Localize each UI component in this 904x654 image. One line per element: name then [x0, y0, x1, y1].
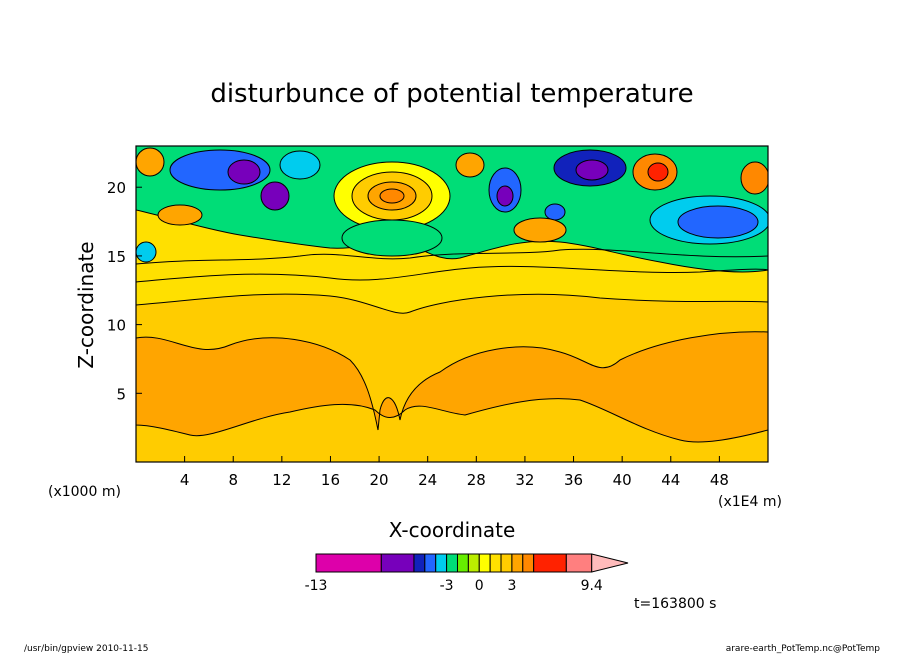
field-band-warmer-low [136, 331, 768, 443]
colorbar-swatch [533, 553, 567, 573]
colorbar-swatch [315, 553, 382, 573]
colorbar-swatch [380, 553, 415, 573]
x-tick-label: 48 [710, 471, 729, 489]
cell-warm-5 [513, 217, 567, 243]
colorbar-swatch [435, 553, 448, 573]
plot-area [136, 146, 768, 462]
x-axis: 4 8 12 16 20 24 28 32 36 40 44 48 [180, 456, 729, 489]
y-axis: 5 10 15 20 [107, 179, 142, 403]
colorbar-label: -3 [440, 578, 454, 594]
x-tick-label: 40 [613, 471, 632, 489]
x-tick-label: 44 [661, 471, 680, 489]
colorbar-label: 3 [507, 578, 516, 594]
x-tick-label: 12 [272, 471, 291, 489]
colorbar-swatch [591, 553, 629, 573]
y-tick-label: 10 [107, 317, 126, 335]
colorbar-label: 9.4 [581, 578, 603, 594]
y-tick-label: 20 [107, 179, 126, 197]
cell-warm-6 [455, 152, 485, 178]
x-tick-label: 8 [228, 471, 238, 489]
time-label: t=163800 s [634, 596, 716, 612]
x-tick-label: 16 [321, 471, 340, 489]
colorbar-swatch [424, 553, 437, 573]
chart-title: disturbunce of potential temperature [210, 79, 693, 109]
colorbar-swatch [500, 553, 513, 573]
colorbar-label: 0 [475, 578, 484, 594]
cell-cold-5-core [575, 159, 609, 181]
x-tick-label: 28 [467, 471, 486, 489]
colorbar-swatch [467, 553, 480, 573]
eddy-warm-core [379, 188, 405, 204]
y-unit-label: (x1000 m) [48, 484, 121, 500]
y-tick-label: 15 [107, 248, 126, 266]
x-axis-label: X-coordinate [389, 518, 516, 542]
x-tick-label: 24 [418, 471, 437, 489]
colorbar-swatch [565, 553, 593, 573]
cell-cold-3 [279, 150, 321, 180]
cell-warm-3 [740, 161, 768, 195]
eddy-green-below [341, 219, 443, 257]
colorbar-swatch [446, 553, 458, 573]
contour-line-1 [136, 265, 768, 283]
x-tick-label: 4 [180, 471, 190, 489]
colorbar-swatch [456, 553, 469, 573]
cell-cold-1-core [227, 159, 261, 185]
cell-cold-6-inner [677, 205, 759, 239]
colorbar-swatch [413, 553, 426, 573]
colorbar-swatch [511, 553, 524, 573]
colorbar: -13 -3 0 3 9.4 [305, 553, 629, 594]
colorbar-swatch [478, 553, 491, 573]
x-tick-label: 20 [370, 471, 389, 489]
plot-frame [135, 145, 769, 463]
footer-right: arare-earth_PotTemp.nc@PotTemp [726, 644, 881, 654]
cell-warm-2-core [647, 162, 669, 182]
cell-warm-1 [136, 147, 165, 177]
footer-left: /usr/bin/gpview 2010-11-15 [24, 644, 148, 654]
cell-warm-4 [157, 204, 203, 226]
x-tick-label: 32 [515, 471, 534, 489]
cell-cold-2 [260, 181, 290, 211]
colorbar-label: -13 [305, 578, 328, 594]
x-unit-label: (x1E4 m) [718, 494, 782, 510]
x-tick-label: 36 [564, 471, 583, 489]
cell-cold-7 [136, 241, 157, 263]
colorbar-swatch [522, 553, 535, 573]
y-axis-label: Z-coordinate [74, 241, 98, 368]
y-tick-label: 5 [116, 385, 126, 403]
cell-cold-8 [544, 203, 566, 221]
contour-line-2 [136, 248, 768, 265]
colorbar-swatch [489, 553, 502, 573]
cell-cold-4-core [496, 185, 514, 207]
